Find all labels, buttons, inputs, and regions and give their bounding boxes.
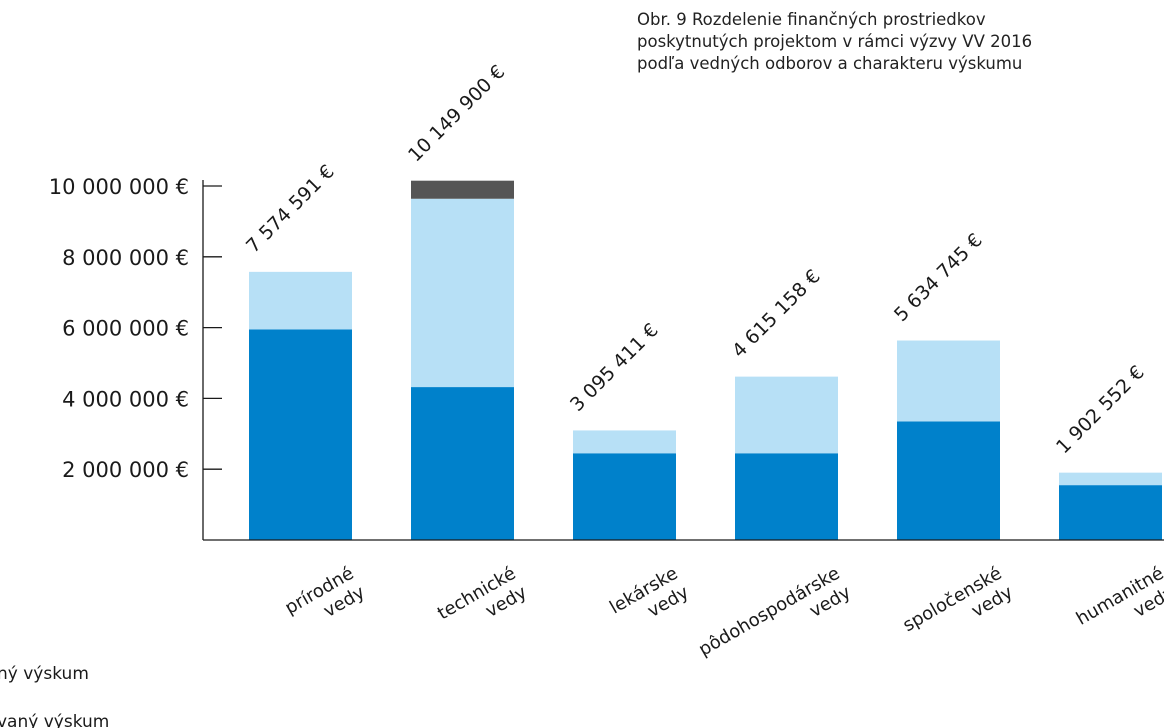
bar-segment-5-1 bbox=[897, 421, 1000, 540]
bar-segment-6-1 bbox=[1059, 485, 1162, 540]
bar-total-label: 7 574 591 € bbox=[242, 161, 339, 258]
caption-line-1: Obr. 9 Rozdelenie finančných prostriedko… bbox=[637, 10, 986, 29]
bar-segment-3-1 bbox=[573, 453, 676, 540]
bar-total-label: 1 902 552 € bbox=[1052, 361, 1149, 458]
y-tick-label: 10 000 000 € bbox=[49, 175, 189, 199]
bar-segment-2-3 bbox=[411, 180, 514, 199]
bar-segment-1-2 bbox=[249, 271, 352, 330]
caption-line-3: podľa vedných odborov a charakteru výsku… bbox=[637, 54, 1023, 73]
bar-total-label: 4 615 158 € bbox=[728, 265, 825, 362]
bar-segment-1-1 bbox=[249, 329, 352, 540]
chart-caption: Obr. 9 Rozdelenie finančných prostriedko… bbox=[637, 9, 1157, 75]
bar-segment-6-2 bbox=[1059, 472, 1162, 486]
bar-segment-4-2 bbox=[735, 376, 838, 454]
y-tick-label: 6 000 000 € bbox=[62, 317, 189, 341]
y-tick-label: 8 000 000 € bbox=[62, 246, 189, 270]
y-tick-label: 4 000 000 € bbox=[62, 387, 189, 411]
bar-total-label: 5 634 745 € bbox=[890, 229, 987, 326]
bar-total-label: 3 095 411 € bbox=[566, 319, 663, 416]
bar-segment-2-1 bbox=[411, 387, 514, 540]
bar-total-label: 10 149 900 € bbox=[404, 61, 509, 166]
bar-segment-5-2 bbox=[897, 340, 1000, 422]
bar-segment-2-2 bbox=[411, 198, 514, 388]
y-tick-label: 2 000 000 € bbox=[62, 458, 189, 482]
legend-item-2: vaný výskum bbox=[0, 712, 109, 728]
bar-segment-3-2 bbox=[573, 430, 676, 454]
legend-item-1: ný výskum bbox=[0, 664, 89, 684]
bar-segment-4-1 bbox=[735, 453, 838, 540]
caption-line-2: poskytnutých projektom v rámci výzvy VV … bbox=[637, 32, 1033, 51]
